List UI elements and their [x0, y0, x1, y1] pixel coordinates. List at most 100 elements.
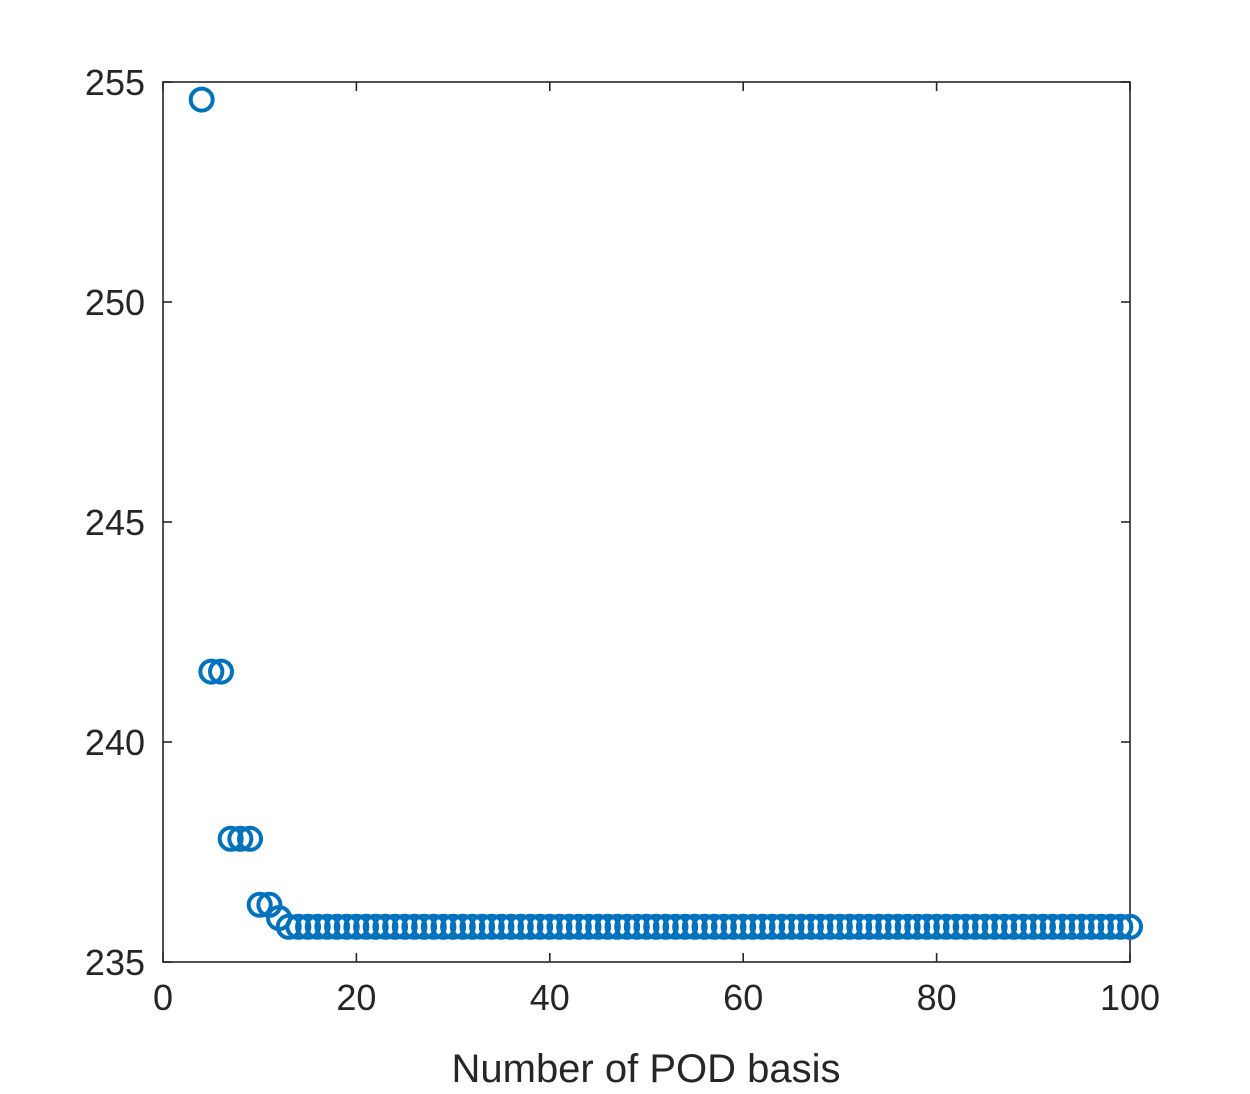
data-point: [652, 913, 679, 940]
data-point: [1097, 913, 1124, 940]
x-axis-label: Number of POD basis: [451, 1047, 840, 1091]
data-point: [991, 913, 1018, 940]
data-point: [614, 913, 641, 940]
data-point: [565, 913, 592, 940]
y-tick-label: 245: [85, 502, 145, 543]
data-point: [517, 913, 544, 940]
data-point: [478, 913, 505, 940]
data-point: [411, 913, 438, 940]
data-point: [198, 658, 225, 685]
data-point: [507, 913, 534, 940]
data-point: [846, 913, 873, 940]
data-point: [826, 913, 853, 940]
data-point: [739, 913, 766, 940]
data-point: [440, 913, 467, 940]
data-point: [1078, 913, 1105, 940]
data-point: [962, 913, 989, 940]
data-point: [556, 913, 583, 940]
x-tick-labels: 0 20 40 60 80 100: [153, 977, 1160, 1018]
data-point: [836, 913, 863, 940]
data-point: [971, 913, 998, 940]
data-point: [623, 913, 650, 940]
y-tick-label: 250: [85, 282, 145, 323]
data-point: [778, 913, 805, 940]
data-point: [459, 913, 486, 940]
data-point: [469, 913, 496, 940]
data-point: [1010, 913, 1037, 940]
data-point: [362, 913, 389, 940]
data-point: [227, 825, 254, 852]
data-point: [1117, 913, 1143, 940]
data-point: [768, 913, 795, 940]
data-point: [817, 913, 844, 940]
data-point: [701, 913, 728, 940]
data-point: [304, 913, 331, 940]
data-point: [237, 825, 264, 852]
data-point: [1039, 913, 1066, 940]
data-point: [691, 913, 718, 940]
data-point: [208, 658, 235, 685]
data-point: [1087, 913, 1114, 940]
data-point: [401, 913, 428, 940]
data-point: [643, 913, 670, 940]
data-point: [710, 913, 737, 940]
data-point: [285, 913, 312, 940]
data-point: [662, 913, 689, 940]
data-point: [324, 913, 351, 940]
data-point: [749, 913, 776, 940]
data-point: [884, 913, 911, 940]
x-tick-label: 20: [336, 977, 376, 1018]
data-point: [343, 913, 370, 940]
data-point: [604, 913, 631, 940]
data-point: [875, 913, 902, 940]
data-point: [759, 913, 786, 940]
data-point: [420, 913, 447, 940]
data-point: [981, 913, 1008, 940]
data-point: [1068, 913, 1095, 940]
data-point: [720, 913, 747, 940]
data-point: [391, 913, 418, 940]
data-point: [681, 913, 708, 940]
data-point: [449, 913, 476, 940]
data-point: [942, 913, 969, 940]
x-tick-label: 60: [723, 977, 763, 1018]
data-point: [295, 913, 322, 940]
data-point: [1049, 913, 1076, 940]
data-point: [923, 913, 950, 940]
y-tick-label: 235: [85, 942, 145, 983]
y-tick-label: 240: [85, 722, 145, 763]
data-point: [633, 913, 660, 940]
data-point: [894, 913, 921, 940]
data-point: [797, 913, 824, 940]
data-point: [498, 913, 525, 940]
data-point: [933, 913, 960, 940]
data-point: [382, 913, 409, 940]
y-tick-labels: 235 240 245 250 255: [85, 62, 145, 983]
data-point: [904, 913, 931, 940]
data-point: [730, 913, 757, 940]
data-point: [788, 913, 815, 940]
x-tick-label: 0: [153, 977, 173, 1018]
data-point: [913, 913, 940, 940]
data-point: [333, 913, 360, 940]
x-tick-label: 80: [917, 977, 957, 1018]
data-point: [246, 891, 273, 918]
data-point: [672, 913, 699, 940]
data-point: [188, 86, 215, 113]
data-point: [1029, 913, 1056, 940]
plot-area: [162, 81, 1131, 963]
data-point: [1000, 913, 1027, 940]
data-points: [188, 86, 1143, 940]
data-point: [536, 913, 563, 940]
data-point: [1058, 913, 1085, 940]
data-point: [1020, 913, 1047, 940]
axis-ticks: [162, 81, 1131, 963]
data-point: [314, 913, 341, 940]
y-tick-label: 255: [85, 62, 145, 103]
data-point: [952, 913, 979, 940]
data-point: [527, 913, 554, 940]
x-tick-label: 40: [530, 977, 570, 1018]
data-point: [372, 913, 399, 940]
data-point: [275, 913, 302, 940]
